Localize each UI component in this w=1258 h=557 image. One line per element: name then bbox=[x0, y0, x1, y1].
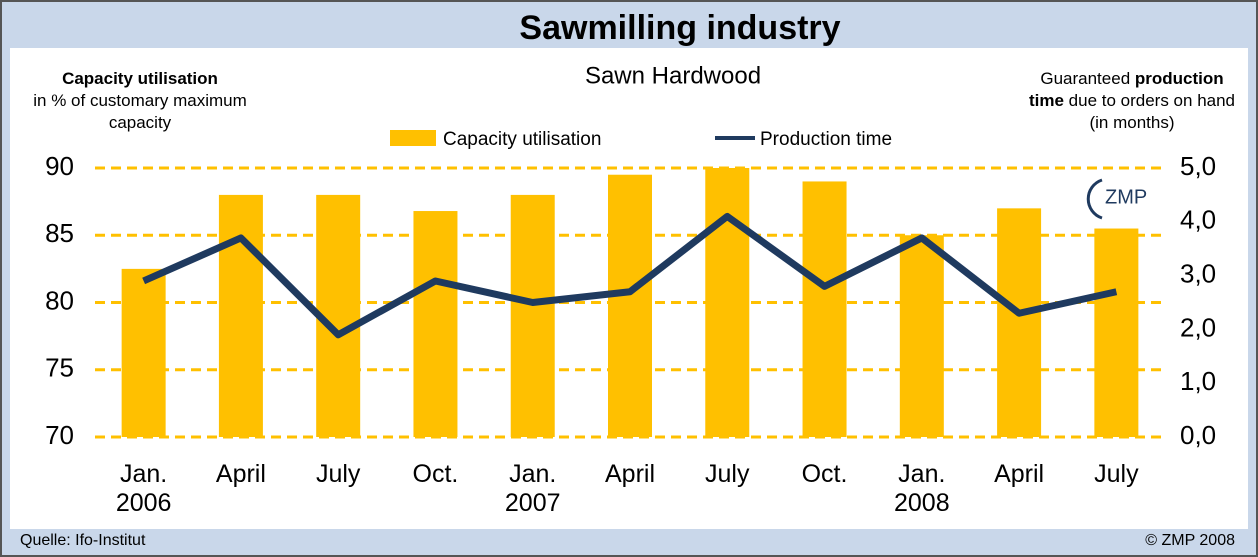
y2-tick-label: 0,0 bbox=[1180, 420, 1216, 450]
x-tick-label: July bbox=[705, 460, 750, 488]
y2-tick-label: 2,0 bbox=[1180, 312, 1216, 342]
legend-swatch bbox=[390, 130, 436, 146]
chart-title: Sawmilling industry bbox=[519, 9, 840, 47]
bar bbox=[413, 211, 458, 437]
y-axis-label-bold: Capacity utilisation bbox=[62, 69, 218, 88]
bar bbox=[899, 235, 944, 437]
y2-label-part: Guaranteed bbox=[1040, 69, 1135, 88]
y2-tick-label: 1,0 bbox=[1180, 366, 1216, 396]
y-tick-label: 85 bbox=[45, 218, 74, 248]
x-tick-label: July bbox=[315, 460, 361, 488]
bar bbox=[121, 268, 166, 437]
source: Quelle: Ifo-Institut bbox=[20, 532, 146, 549]
x-tick-label: April bbox=[215, 460, 266, 488]
legend-label: Production time bbox=[760, 129, 892, 150]
bar bbox=[1094, 228, 1139, 437]
y-tick-label: 80 bbox=[45, 285, 74, 315]
bar bbox=[802, 181, 847, 437]
x-tick-label: Jan. 2008 bbox=[894, 460, 950, 517]
bar bbox=[510, 194, 555, 437]
y2-tick-label: 4,0 bbox=[1180, 205, 1216, 235]
bar bbox=[997, 208, 1042, 437]
x-tick-label: Jan. 2006 bbox=[115, 460, 172, 517]
y-axis-label: Capacity utilisation in % of customary m… bbox=[20, 68, 260, 134]
x-tick-label: April bbox=[994, 460, 1045, 488]
legend-label: Capacity utilisation bbox=[443, 129, 601, 150]
y-tick-label: 90 bbox=[45, 151, 74, 181]
bar bbox=[608, 174, 652, 437]
logo: ZMP bbox=[1105, 186, 1147, 208]
x-tick-label: Jan. 2007 bbox=[504, 460, 561, 517]
x-tick-label: April bbox=[604, 460, 655, 488]
line bbox=[142, 212, 1118, 339]
chart-subtitle: Sawn Hardwood bbox=[585, 62, 761, 89]
y-tick-label: 75 bbox=[45, 353, 74, 383]
y-axis-label-text: in % of customary maximum capacity bbox=[33, 91, 247, 132]
copyright: © ZMP 2008 bbox=[1145, 532, 1235, 549]
logo-arc bbox=[1086, 178, 1103, 220]
y-tick-label: 70 bbox=[45, 420, 74, 450]
y2-axis-label: Guaranteed production time due to orders… bbox=[1022, 68, 1242, 134]
y2-tick-label: 5,0 bbox=[1180, 151, 1216, 181]
x-tick-label: Oct. bbox=[801, 460, 848, 488]
bar bbox=[218, 194, 263, 437]
x-tick-label: Oct. bbox=[412, 460, 459, 488]
y2-tick-label: 3,0 bbox=[1180, 258, 1216, 288]
y2-label-part: due to orders on hand (in months) bbox=[1063, 91, 1236, 132]
x-tick-label: July bbox=[1094, 460, 1139, 488]
y2-label-bold: production time bbox=[1028, 69, 1224, 110]
